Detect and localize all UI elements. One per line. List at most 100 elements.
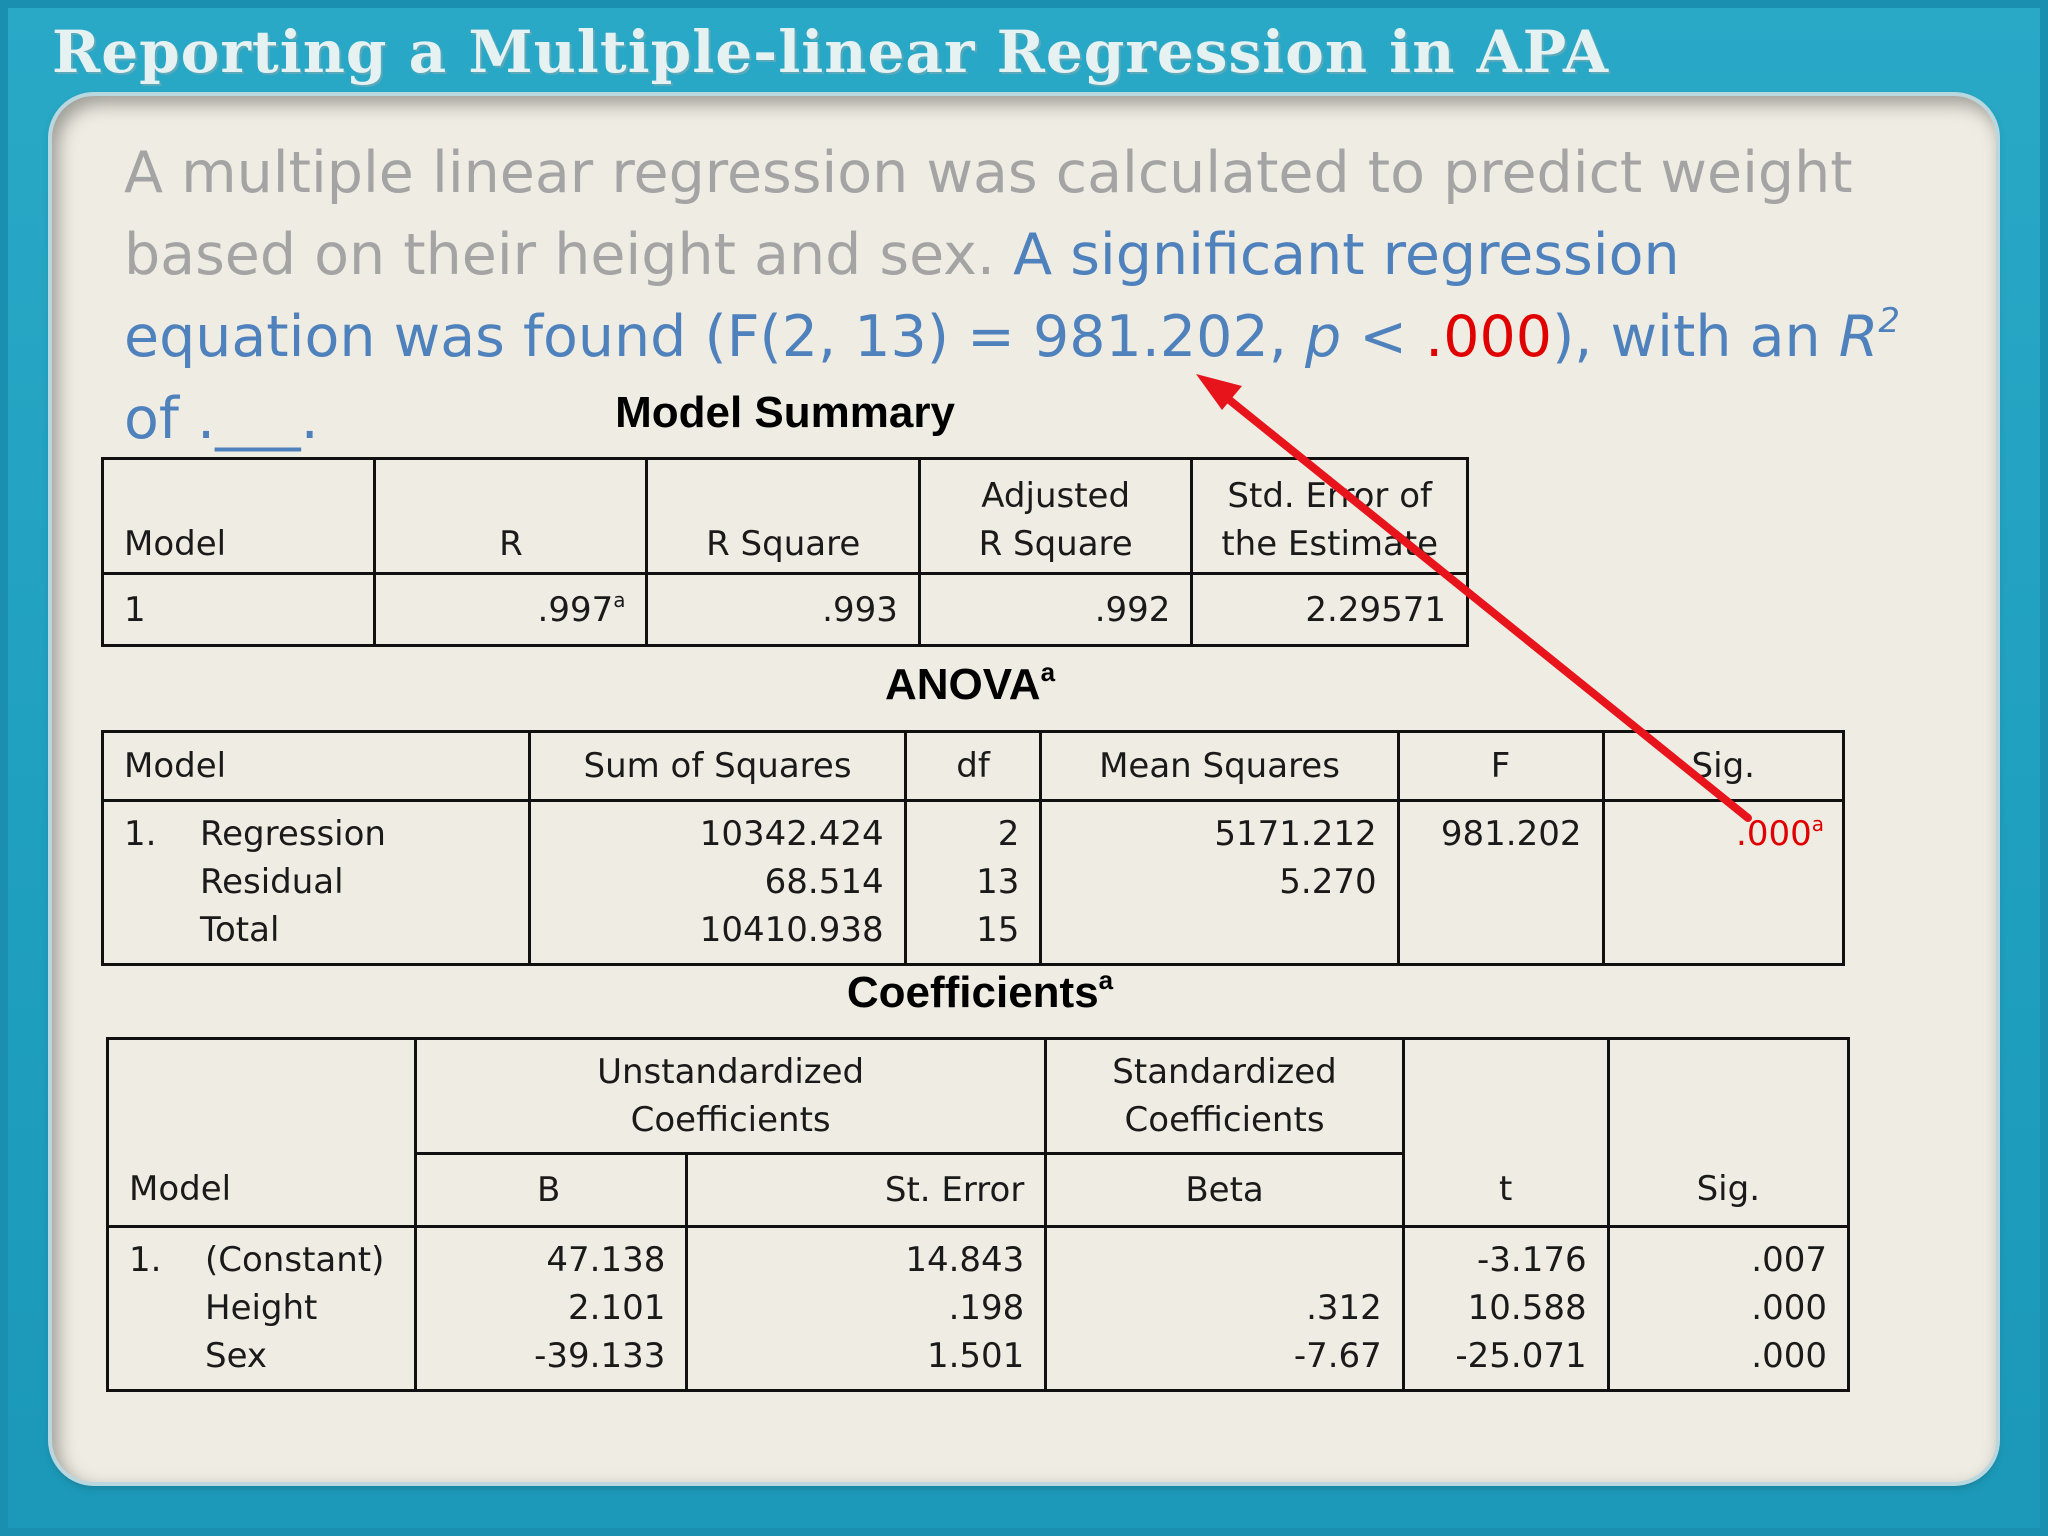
coef-beta-cell: .312 -7.67 — [1044, 1225, 1405, 1392]
anova-ss-total: 10410.938 — [699, 910, 884, 950]
coef-t-constant: -3.176 — [1477, 1240, 1587, 1280]
slide-title: Reporting a Multiple-linear Regression i… — [52, 18, 1609, 86]
coefficients-title-footnote: a — [1098, 965, 1114, 995]
coef-b-sex: -39.133 — [534, 1336, 666, 1376]
coef-unstd-line1: Unstandardized — [597, 1052, 865, 1092]
paragraph-blue-text: A significant regression equation was fo… — [124, 222, 1900, 452]
coefficients-header-row-1: Model Unstandardized Coefficients Standar… — [106, 1037, 1851, 1228]
coef-std-line1: Standardized — [1112, 1052, 1337, 1092]
anova-label-regression: Regression — [200, 814, 386, 854]
p-symbol: p — [1304, 304, 1342, 370]
coef-header-se: St. Error — [685, 1152, 1048, 1228]
coef-t-cell: -3.176 10.588 -25.071 — [1401, 1225, 1610, 1392]
anova-df-regression: 2 — [997, 814, 1020, 854]
header-r: R — [373, 457, 649, 575]
anova-sig-value: .000a — [1625, 810, 1824, 858]
coef-header-unstandardized: Unstandardized Coefficients — [413, 1037, 1048, 1155]
anova-table: Model Sum of Squares df Mean Squares F S… — [100, 730, 1846, 966]
header-adjusted-line2: R Square — [978, 524, 1133, 564]
r-exponent: 2 — [1878, 301, 1901, 341]
paragraph-blue-part-2: ), with an — [1552, 304, 1839, 370]
coef-header-beta: Beta — [1044, 1152, 1405, 1228]
coef-t-sex: -25.071 — [1455, 1336, 1587, 1376]
coefficients-title: Coefficientsa — [780, 965, 1180, 1018]
anova-title-footnote: a — [1040, 657, 1056, 687]
coef-t-height: 10.588 — [1467, 1288, 1587, 1328]
model-summary-title: Model Summary — [615, 388, 955, 437]
model-summary-data-row: 1 .997a .993 .992 2.29571 — [100, 572, 1469, 647]
coef-sig-constant: .007 — [1751, 1240, 1827, 1280]
coef-sig-height: .000 — [1751, 1288, 1827, 1328]
coefficients-header-row-2: B St. Error Beta — [108, 1152, 1849, 1228]
anova-ms-regression: 5171.212 — [1214, 814, 1377, 854]
anova-f-cell: 981.202 — [1396, 799, 1605, 966]
anova-sig-number: .000 — [1736, 814, 1812, 854]
anova-df-cell: 2 13 15 — [903, 799, 1043, 966]
highlighted-p-value: .000 — [1425, 304, 1553, 370]
anova-header-row: Model Sum of Squares df Mean Squares F S… — [100, 730, 1846, 802]
coef-se-constant: 14.843 — [905, 1240, 1025, 1280]
coefficients-title-text: Coefficients — [846, 968, 1099, 1017]
header-se-line2: the Estimate — [1221, 524, 1439, 564]
cell-r-footnote: a — [613, 587, 626, 612]
header-se-line1: Std. Error of — [1227, 476, 1432, 516]
anova-ss-regression: 10342.424 — [699, 814, 884, 854]
header-std-error: Std. Error of the Estimate — [1190, 457, 1469, 575]
anova-header-ss: Sum of Squares — [528, 730, 907, 802]
paragraph-grey-text: A multiple linear regression was calcula… — [124, 140, 1853, 288]
header-model: Model — [100, 457, 377, 575]
coef-se-height: .198 — [948, 1288, 1025, 1328]
anova-header-ms: Mean Squares — [1039, 730, 1400, 802]
anova-model-cell: 1. Regression Residual Total — [100, 799, 532, 966]
cell-model: 1 — [100, 572, 377, 647]
anova-df-total: 15 — [976, 910, 1020, 950]
coef-std-line2: Coefficients — [1124, 1100, 1325, 1140]
model-summary-header-row: Model R R Square Adjusted R Square Std. E… — [100, 457, 1469, 575]
anova-title-text: ANOVA — [884, 660, 1041, 709]
cell-r: .997a — [373, 572, 649, 647]
anova-row-regression: 1. Regression — [124, 810, 508, 858]
coef-header-standardized: Standardized Coefficients — [1044, 1037, 1405, 1155]
anova-label-residual: Residual — [200, 862, 344, 902]
cell-adjusted: .992 — [917, 572, 1194, 647]
coef-label-constant: (Constant) — [205, 1240, 385, 1280]
header-r-square: R Square — [645, 457, 921, 575]
coef-unstd-line2: Coefficients — [630, 1100, 831, 1140]
r-symbol: R — [1838, 304, 1879, 370]
anova-title: ANOVAa — [820, 657, 1120, 710]
cell-r-square: .993 — [645, 572, 921, 647]
coef-beta-constant — [1067, 1236, 1382, 1284]
anova-data-row: 1. Regression Residual Total 10342.424 68… — [100, 799, 1846, 966]
paragraph-blue-part-1: A significant regression equation was fo… — [124, 222, 1680, 370]
coef-sig-sex: .000 — [1751, 1336, 1827, 1376]
header-adjusted-r-square: Adjusted R Square — [917, 457, 1194, 575]
anova-ms-cell: 5171.212 5.270 — [1039, 799, 1400, 966]
coef-label-sex: Sex — [205, 1336, 268, 1376]
anova-sig-cell: .000a — [1601, 799, 1846, 966]
coef-beta-height: .312 — [1306, 1288, 1382, 1328]
anova-label-total: Total — [200, 910, 280, 950]
coefficients-data-row: 1. (Constant) Height Sex 47.138 2.101 -39… — [106, 1225, 1851, 1392]
anova-header-model: Model — [100, 730, 532, 802]
cell-r-value: .997 — [537, 589, 614, 630]
anova-header-f: F — [1396, 730, 1605, 802]
coef-label-height: Height — [205, 1288, 318, 1328]
coefficients-table: Model Unstandardized Coefficients Standar… — [106, 1037, 1851, 1392]
coef-b-constant: 47.138 — [546, 1240, 666, 1280]
anova-header-df: df — [903, 730, 1043, 802]
model-summary-table: Model R R Square Adjusted R Square Std. E… — [100, 457, 1469, 647]
header-adjusted-line1: Adjusted — [981, 476, 1131, 516]
anova-model-number: 1. — [124, 814, 157, 854]
cell-std-error: 2.29571 — [1190, 572, 1469, 647]
coef-se-cell: 14.843 .198 1.501 — [685, 1225, 1048, 1392]
anova-sig-footnote: a — [1811, 812, 1824, 836]
coef-header-sig: Sig. — [1606, 1037, 1851, 1228]
anova-ms-residual: 5.270 — [1279, 862, 1377, 902]
anova-ss-cell: 10342.424 68.514 10410.938 — [528, 799, 907, 966]
coef-header-b: B — [413, 1152, 689, 1228]
anova-f-value: 981.202 — [1440, 814, 1582, 854]
coef-header-t: t — [1401, 1037, 1610, 1228]
anova-df-residual: 13 — [976, 862, 1020, 902]
coef-row-constant: 1. (Constant) — [129, 1236, 394, 1284]
less-than: < — [1341, 304, 1426, 370]
